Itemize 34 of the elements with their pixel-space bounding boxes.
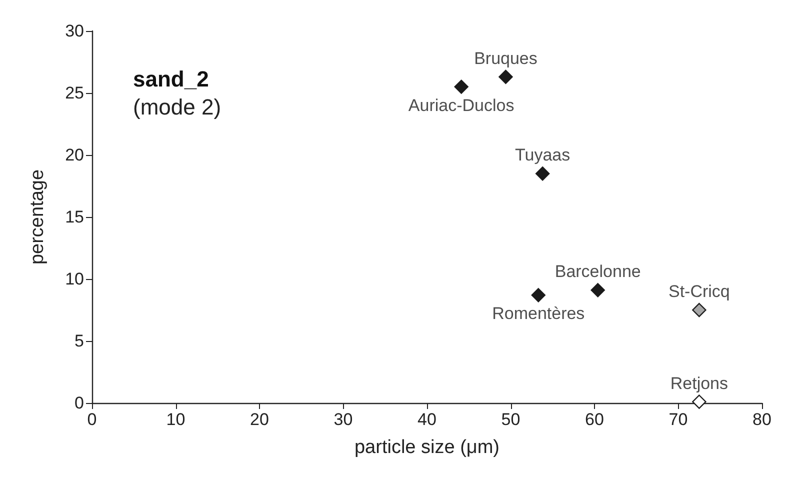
annotation: Romentères xyxy=(492,304,585,324)
annotation: Auriac-Duclos xyxy=(408,96,514,115)
x-tick-label: 70 xyxy=(668,410,688,429)
annotation: Bruques xyxy=(474,48,538,68)
y-tick-label: 30 xyxy=(65,22,84,40)
x-axis-title: particle size (μm) xyxy=(354,437,500,458)
y-tick-label: 25 xyxy=(65,84,84,102)
point xyxy=(692,394,706,409)
y-tick-label: 15 xyxy=(65,208,84,226)
y-tick-label: 0 xyxy=(74,394,84,412)
text: sand_2 xyxy=(133,66,209,92)
x-tick-label: 80 xyxy=(752,410,772,429)
x-tick-label: 40 xyxy=(418,410,436,429)
x-tick-label: 10 xyxy=(166,410,186,429)
point xyxy=(454,80,468,94)
point xyxy=(531,288,546,302)
x-tick-label: 60 xyxy=(585,410,604,429)
point xyxy=(535,166,550,181)
point xyxy=(590,283,605,298)
annotation: Tuyaas xyxy=(515,146,570,165)
x-tick-label: 50 xyxy=(501,410,520,429)
annotation: St-Cricq xyxy=(668,282,730,301)
y-tick-label: 20 xyxy=(65,146,84,164)
y-tick-label: 10 xyxy=(65,270,84,288)
x-tick-label: 20 xyxy=(250,410,269,429)
y-axis-title: percentage xyxy=(27,169,48,265)
annotation: Retjons xyxy=(670,374,728,393)
point xyxy=(692,302,706,318)
x-tick-label: 30 xyxy=(334,410,353,429)
x-tick-label: 0 xyxy=(87,410,97,429)
point xyxy=(498,70,513,84)
y-tick-label: 5 xyxy=(74,332,84,350)
annotation: Barcelonne xyxy=(554,262,641,282)
text: (mode 2) xyxy=(133,94,222,120)
